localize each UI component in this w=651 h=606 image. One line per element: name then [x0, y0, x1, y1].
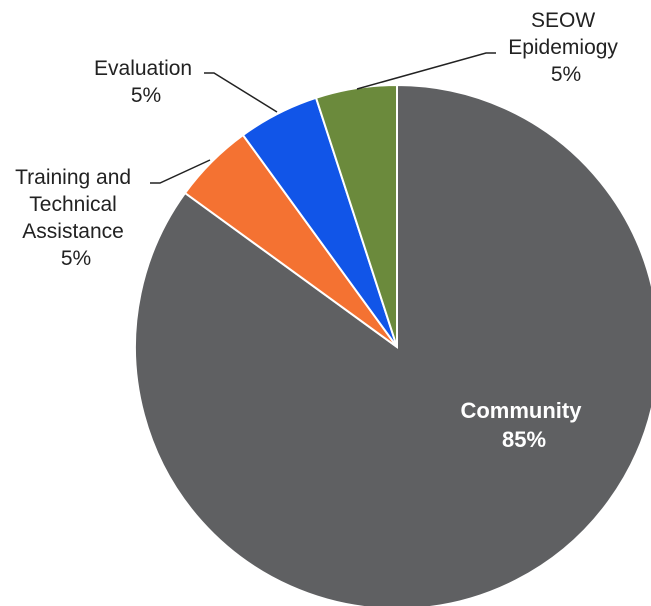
label-seow-percent: 5% — [551, 63, 581, 86]
pie-slice-seow-epidemiogy — [314, 83, 398, 348]
label-training-line1: Training and — [15, 166, 131, 189]
label-seow-line2: Epidemiogy — [508, 36, 618, 59]
label-community-name: Community — [460, 398, 582, 423]
slice-label-training: Training and Technical Assistance 5% — [15, 166, 137, 270]
pie-slice-community — [134, 83, 651, 606]
leader-line-evaluation — [204, 72, 278, 113]
label-training-percent: 5% — [61, 247, 91, 270]
leader-line-seow — [356, 52, 496, 90]
slice-label-community: Community 85% — [460, 398, 587, 452]
leader-line-training — [150, 159, 211, 184]
slice-label-seow: SEOW Epidemiogy 5% — [508, 9, 624, 86]
label-training-line3: Assistance — [22, 220, 124, 243]
label-seow-line1: SEOW — [531, 9, 595, 32]
label-evaluation-percent: 5% — [131, 84, 161, 107]
pie-slices — [134, 83, 651, 606]
label-community-percent: 85% — [502, 427, 546, 452]
slice-label-evaluation: Evaluation 5% — [94, 57, 198, 107]
label-training-line2: Technical — [29, 193, 117, 216]
label-evaluation-name: Evaluation — [94, 57, 192, 80]
